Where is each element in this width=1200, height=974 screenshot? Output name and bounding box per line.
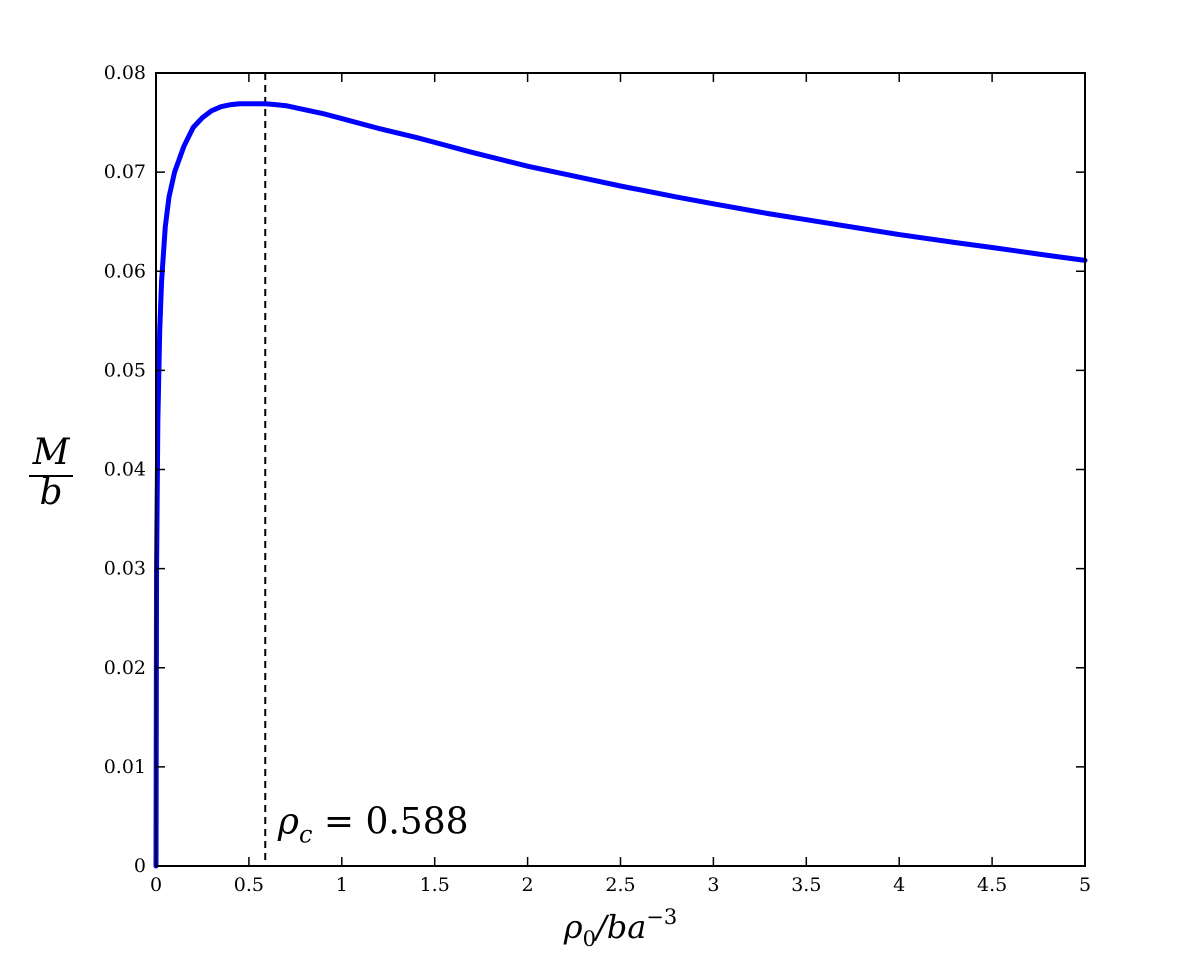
y-tick-label: 0.07 xyxy=(104,161,146,183)
x-tick-label: 2 xyxy=(522,874,534,896)
x-tick-label: 0 xyxy=(150,874,162,896)
annotation-base: ρ xyxy=(277,801,299,842)
x-tick-label: 4 xyxy=(893,874,905,896)
y-axis-label-denominator: b xyxy=(39,472,62,513)
x-tick-label: 0.5 xyxy=(234,874,264,896)
x-tick-label: 5 xyxy=(1079,874,1091,896)
y-tick-label: 0.01 xyxy=(104,756,146,778)
x-axis-label-base: ρ xyxy=(563,908,583,946)
x-axis-label: ρ0/ba−3 xyxy=(563,905,678,951)
x-axis-label-superscript: −3 xyxy=(646,905,677,929)
x-tick-label: 3 xyxy=(707,874,719,896)
y-axis-label-numerator: M xyxy=(32,432,71,473)
x-tick-label: 3.5 xyxy=(791,874,821,896)
y-tick-label: 0.08 xyxy=(104,62,146,84)
x-tick-label: 1.5 xyxy=(420,874,450,896)
series-line-0 xyxy=(153,101,1088,869)
y-tick-label: 0 xyxy=(134,855,146,877)
y-tick-label: 0.04 xyxy=(104,459,146,481)
x-tick-label: 4.5 xyxy=(977,874,1007,896)
axis-ticks: 0 0.5 1 1.5 2 2.5 3 3.5 4 4.5 5 0 0.01 0.02 0.03 0.04 0.… xyxy=(104,62,1091,896)
x-tick-label: 1 xyxy=(336,874,348,896)
y-tick-label: 0.06 xyxy=(104,260,146,282)
x-axis-label-rest: /ba xyxy=(593,908,646,946)
x-tick-label: 2.5 xyxy=(605,874,635,896)
y-tick-label: 0.03 xyxy=(104,558,146,580)
annotation-value: = 0.588 xyxy=(312,801,468,842)
annotation-subscript: c xyxy=(299,820,312,848)
y-tick-label: 0.02 xyxy=(104,657,146,679)
critical-density-annotation: ρc = 0.588 xyxy=(277,801,469,848)
x-axis-label-subscript: 0 xyxy=(583,927,596,951)
y-tick-label: 0.05 xyxy=(104,359,146,381)
